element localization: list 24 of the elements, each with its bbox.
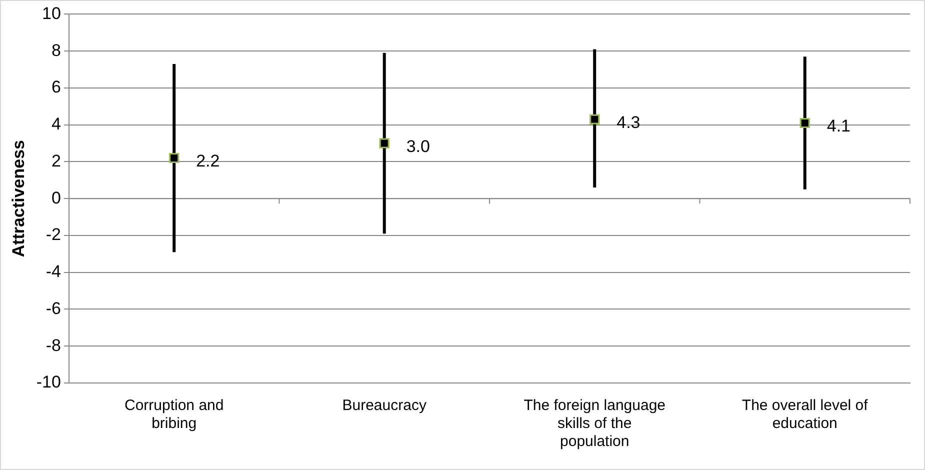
- y-tick-label: 8: [52, 40, 61, 60]
- x-tick-label: Corruption and bribing: [124, 397, 224, 432]
- data-label: 4.3: [616, 112, 640, 132]
- y-tick-label: 2: [52, 151, 61, 170]
- point: [590, 114, 600, 124]
- point: [800, 118, 810, 128]
- y-tick-label: -2: [46, 225, 61, 244]
- y-tick-label: 4: [52, 114, 61, 134]
- data-label: 4.1: [826, 116, 851, 136]
- point: [379, 138, 390, 148]
- point: [169, 153, 180, 164]
- y-tick-label: 10: [42, 4, 61, 23]
- x-tick-label: Bureaucracy: [342, 397, 427, 414]
- y-tick-label: -10: [36, 372, 61, 392]
- x-tick-label: The foreign language skills of the population: [524, 397, 666, 450]
- y-axis-title: Attractiveness: [8, 140, 28, 258]
- y-tick-label: -4: [46, 262, 61, 282]
- data-label: 2.2: [196, 152, 220, 171]
- y-tick-label: -6: [46, 298, 61, 318]
- data-label: 3.0: [406, 136, 430, 156]
- y-tick-label: -8: [46, 336, 61, 355]
- x-tick-label: The overall level of education: [742, 397, 869, 432]
- y-tick-label: 6: [52, 78, 61, 97]
- y-tick-label: 0: [52, 188, 61, 208]
